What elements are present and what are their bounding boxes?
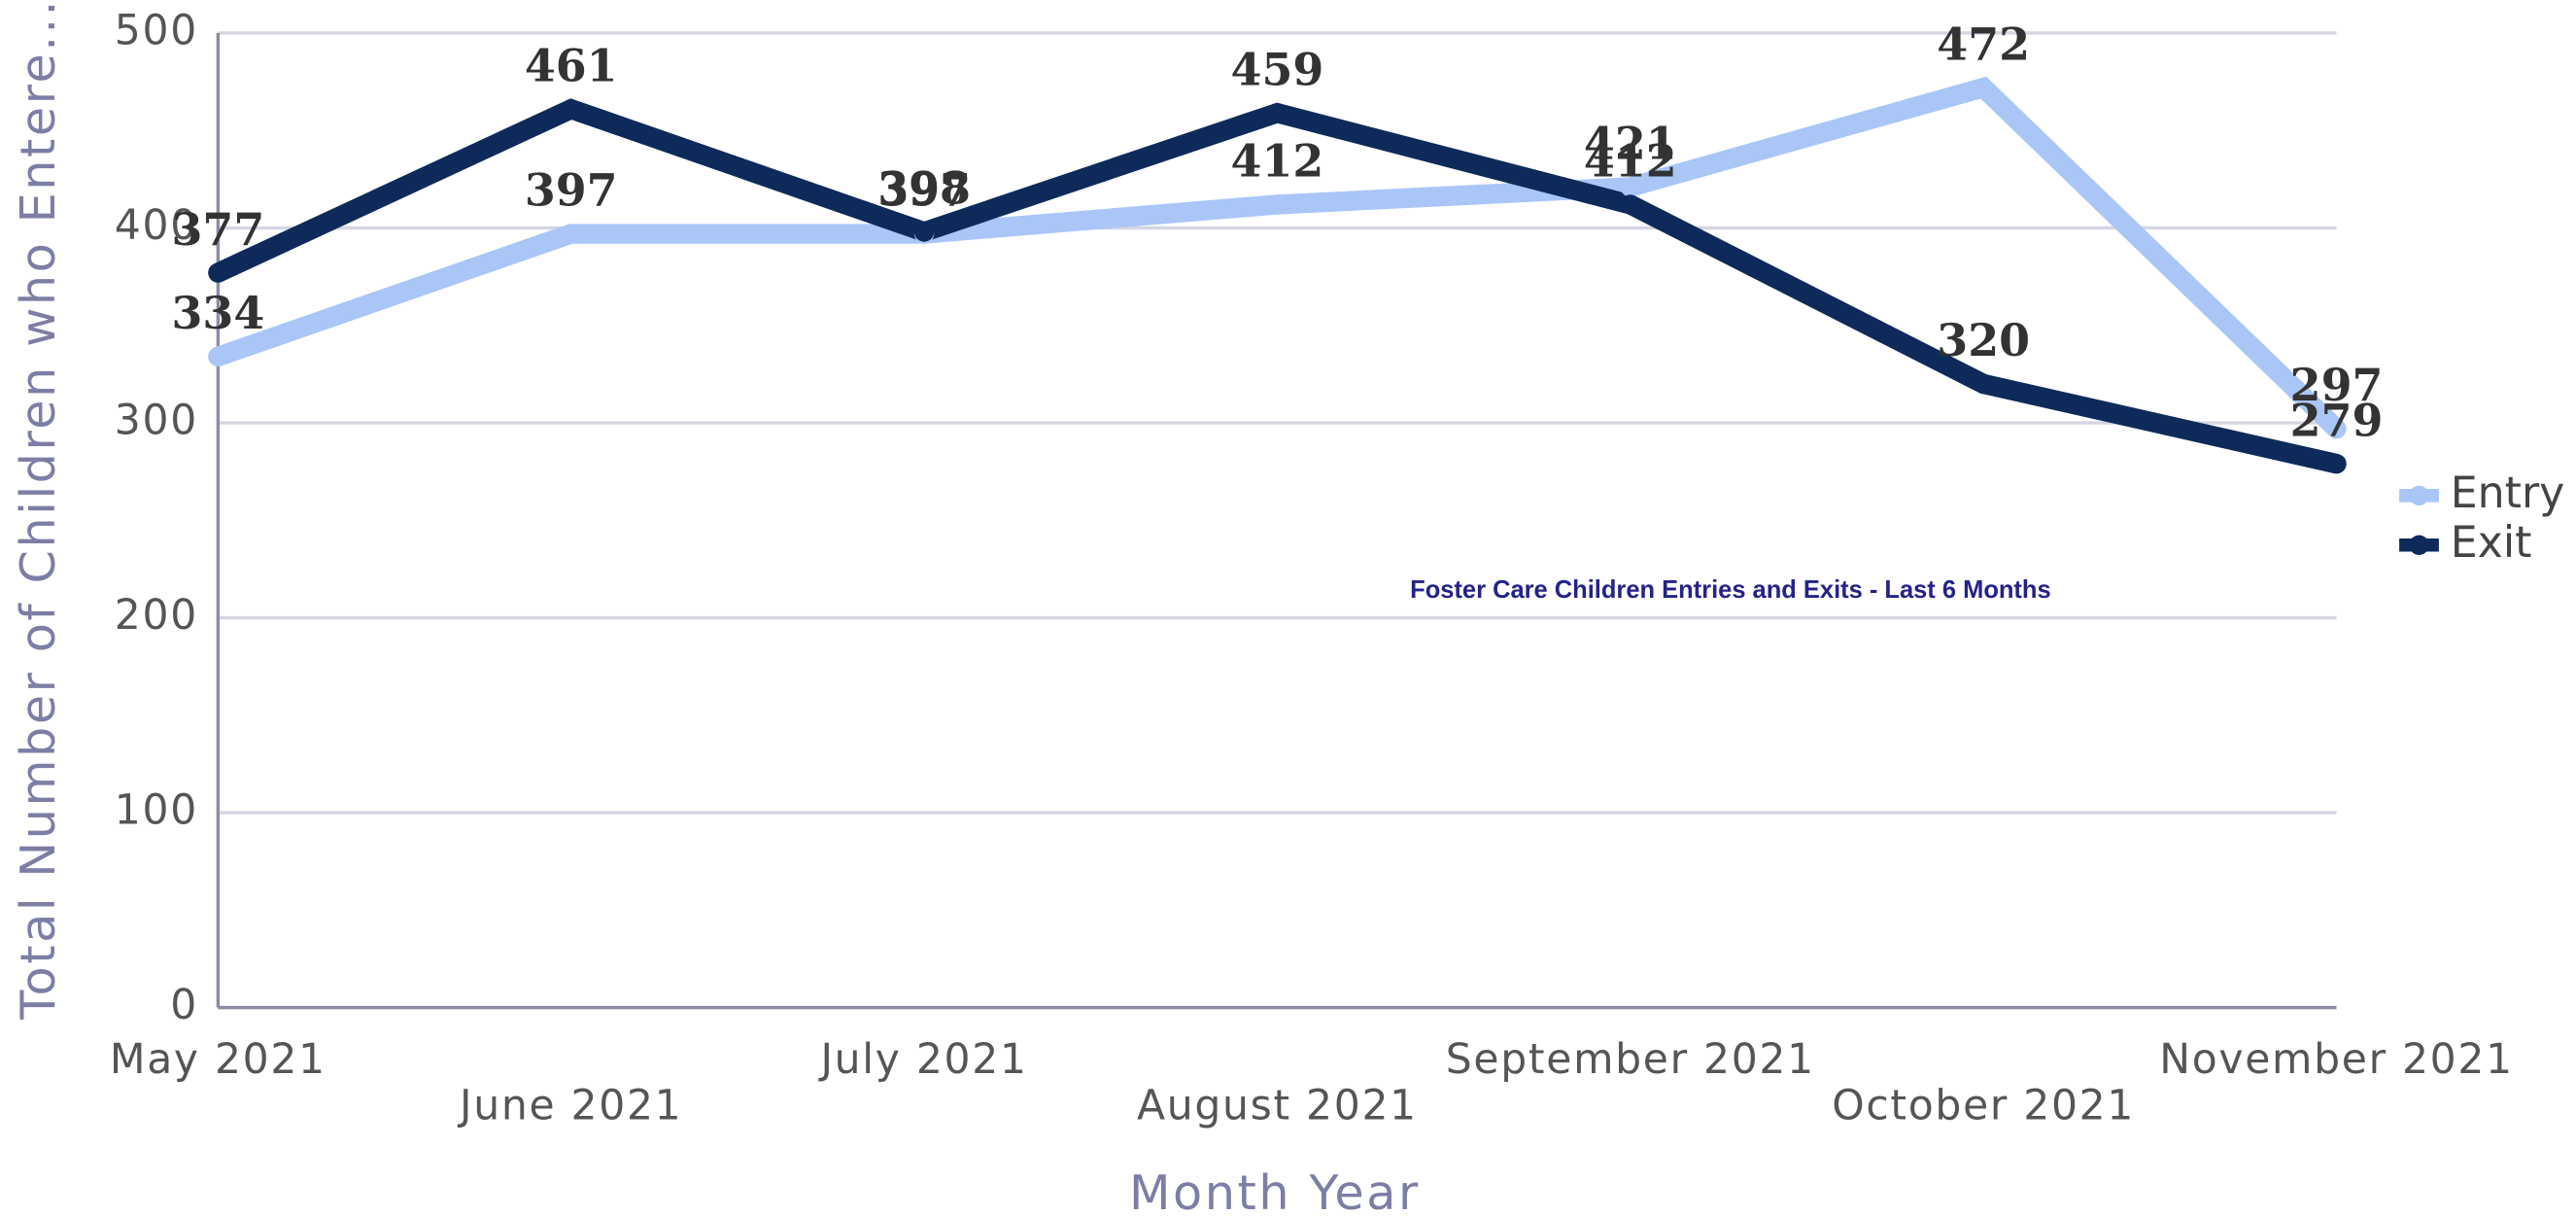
legend-marker [2409,485,2429,505]
y-tick-label: 300 [115,398,198,445]
value-label: 459 [1231,43,1324,95]
x-tick-label: August 2021 [1137,1083,1418,1130]
x-tick-label: May 2021 [110,1036,326,1084]
value-label: 412 [1584,135,1677,188]
point [2326,418,2347,439]
chart-title: Foster Care Children Entries and Exits -… [1410,576,2051,604]
value-label: 421 [1584,118,1677,170]
y-tick-label: 100 [115,787,198,835]
value-label: 279 [2290,394,2384,446]
value-label: 334 [171,287,264,339]
value-label: 472 [1937,17,2030,70]
point [913,222,935,242]
point [208,346,228,367]
legend-marker [2409,535,2429,555]
value-label: 377 [171,203,264,256]
value-label: 397 [525,164,618,217]
y-tick-label: 500 [115,7,198,54]
point [1973,77,1994,98]
point [1267,194,1288,215]
point [208,262,228,283]
point [1267,103,1288,123]
point [1973,373,1994,395]
legend-label: Exit [2451,518,2532,568]
x-tick-label: September 2021 [1446,1036,1815,1084]
point [1620,194,1641,215]
y-tick-label: 0 [170,982,198,1029]
x-tick-label: July 2021 [817,1036,1027,1084]
value-label: 397 [877,164,971,217]
x-tick-label: October 2021 [1832,1083,2135,1130]
x-axis-title: Month Year [1129,1164,1421,1216]
value-label: 461 [525,39,618,91]
point [561,224,581,244]
y-axis-title: Total Number of Children who Entere... [10,0,66,1021]
y-tick-label: 200 [115,592,198,640]
point [2326,453,2347,474]
point [561,98,581,120]
value-label: 297 [2290,359,2384,411]
y-tick-label: 400 [115,202,198,250]
value-label: 320 [1937,314,2030,366]
value-label: 398 [877,162,971,215]
legend-label: Entry [2451,469,2565,518]
value-label: 412 [1231,135,1324,188]
x-tick-label: June 2021 [457,1083,682,1130]
point [1620,177,1641,197]
x-tick-label: November 2021 [2159,1036,2514,1084]
